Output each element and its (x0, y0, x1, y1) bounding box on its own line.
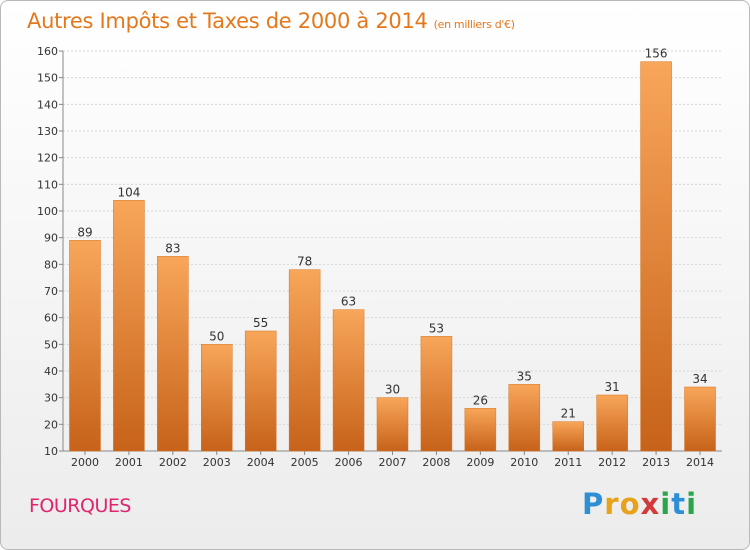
data-label-2004: 55 (253, 316, 268, 330)
bar-2002 (157, 256, 189, 452)
y-tick-label: 140 (37, 98, 58, 111)
data-label-2005: 78 (297, 255, 312, 269)
bar-2003 (201, 344, 233, 452)
x-axis-ticks: 2000 2001 2002 2003 2004 2005 2006 2007 2008 2009… (71, 451, 714, 469)
chart-unit: (en milliers d'€) (433, 18, 515, 31)
x-tick-label: 2014 (686, 456, 714, 469)
data-label-2001: 104 (117, 185, 140, 199)
data-label-2008: 53 (429, 321, 444, 335)
bar-2008 (420, 336, 453, 452)
data-labels: 89 104 83 50 55 78 63 30 53 26 35 21 31 156 34 (77, 47, 707, 421)
bar-2000 (69, 240, 101, 452)
logo-letter: x (640, 487, 661, 521)
x-tick-label: 2002 (159, 456, 187, 469)
data-label-2013: 156 (645, 47, 668, 61)
bar-2013 (640, 61, 672, 452)
data-label-2014: 34 (692, 372, 707, 386)
logo-letter: i (660, 487, 672, 521)
bar-2004 (244, 330, 277, 452)
y-tick-label: 30 (44, 392, 58, 405)
data-label-2007: 30 (385, 383, 400, 397)
y-tick-label: 120 (37, 152, 58, 165)
x-tick-label: 2003 (203, 456, 231, 469)
x-tick-label: 2001 (115, 456, 143, 469)
bar-2001 (113, 200, 145, 452)
y-tick-label: 50 (44, 338, 58, 351)
data-label-2010: 35 (517, 369, 532, 383)
y-tick-label: 90 (44, 232, 58, 245)
data-label-2012: 31 (605, 380, 620, 394)
y-tick-label: 130 (37, 125, 58, 138)
proxiti-logo[interactable]: Proxiti (582, 487, 697, 521)
y-tick-label: 40 (44, 365, 58, 378)
data-label-2002: 83 (165, 241, 180, 255)
logo-letter: i (686, 487, 698, 521)
x-tick-label: 2000 (71, 456, 99, 469)
bar-2006 (332, 309, 365, 452)
y-tick-label: 110 (37, 178, 58, 191)
y-tick-label: 100 (37, 205, 58, 218)
y-tick-label: 20 (44, 418, 58, 431)
data-label-2006: 63 (341, 295, 356, 309)
x-tick-label: 2009 (466, 456, 494, 469)
data-label-2000: 89 (77, 225, 92, 239)
x-tick-label: 2011 (554, 456, 582, 469)
x-tick-label: 2013 (642, 456, 670, 469)
chart-title-text: Autres Impôts et Taxes de 2000 à 2014 (27, 9, 428, 33)
x-tick-label: 2007 (379, 456, 407, 469)
bar-2011 (552, 421, 584, 452)
bar-2010 (508, 384, 541, 452)
bars (69, 61, 716, 452)
logo-letter: o (619, 487, 641, 521)
y-tick-label: 60 (44, 312, 58, 325)
x-tick-label: 2004 (247, 456, 275, 469)
x-tick-label: 2010 (510, 456, 538, 469)
x-tick-label: 2006 (335, 456, 363, 469)
bar-2007 (376, 397, 409, 452)
y-tick-label: 150 (37, 72, 58, 85)
bar-2012 (596, 394, 628, 452)
x-tick-label: 2012 (598, 456, 626, 469)
bar-2014 (684, 386, 716, 452)
y-axis-ticks: 10 20 30 40 50 60 70 80 90 100 110 120 130 140 150 160 (37, 45, 63, 458)
logo-letter: P (582, 487, 605, 521)
x-tick-label: 2005 (291, 456, 319, 469)
commune-name: FOURQUES (29, 495, 131, 517)
logo-letter: t (671, 487, 687, 521)
chart-title: Autres Impôts et Taxes de 2000 à 2014 (en… (27, 9, 515, 33)
x-tick-label: 2008 (422, 456, 450, 469)
data-label-2003: 50 (209, 329, 224, 343)
y-tick-label: 70 (44, 285, 58, 298)
logo-letter: r (604, 487, 620, 521)
data-label-2009: 26 (473, 393, 488, 407)
bar-2009 (464, 408, 497, 452)
y-tick-label: 10 (44, 445, 58, 458)
data-label-2011: 21 (561, 407, 576, 421)
bar-2005 (288, 269, 321, 452)
y-tick-label: 80 (44, 258, 58, 271)
y-tick-label: 160 (37, 45, 58, 58)
